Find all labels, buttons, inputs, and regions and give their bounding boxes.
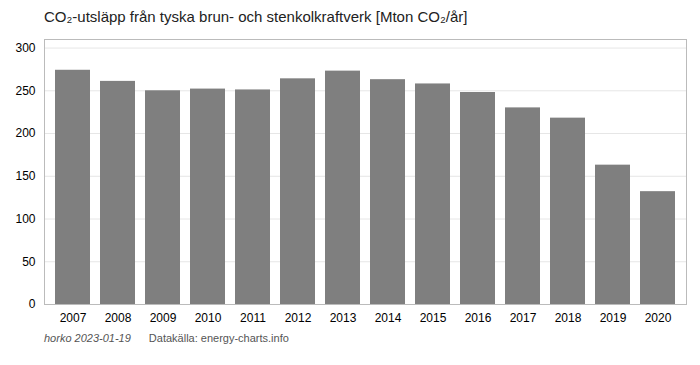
svg-text:300: 300	[15, 41, 35, 55]
svg-text:250: 250	[15, 84, 35, 98]
svg-text:2010: 2010	[195, 311, 222, 325]
svg-text:2011: 2011	[240, 311, 266, 325]
svg-text:200: 200	[15, 126, 35, 140]
html-text:horko 2023-01-19: horko 2023-01-19	[44, 332, 131, 344]
svg-text:0: 0	[29, 297, 36, 311]
svg-text:2012: 2012	[285, 311, 312, 325]
svg-text:50: 50	[22, 255, 36, 269]
svg-text:100: 100	[15, 212, 35, 226]
svg-text:2016: 2016	[465, 311, 492, 325]
svg-text:2007: 2007	[60, 311, 87, 325]
svg-text:2008: 2008	[105, 311, 132, 325]
svg-text:2020: 2020	[645, 311, 672, 325]
svg-text:2019: 2019	[600, 311, 627, 325]
svg-text:150: 150	[15, 169, 35, 183]
html-text:Datakälla: energy-charts.info: Datakälla: energy-charts.info	[148, 332, 289, 344]
svg-text:2014: 2014	[375, 311, 402, 325]
svg-text:2015: 2015	[420, 311, 447, 325]
svg-text:2009: 2009	[150, 311, 177, 325]
svg-text:2013: 2013	[330, 311, 357, 325]
svg-text:2017: 2017	[510, 311, 537, 325]
html-text:CO₂-utsläpp från tyska brun- o: CO₂-utsläpp från tyska brun- och stenkol…	[44, 8, 468, 25]
svg-text:2018: 2018	[555, 311, 582, 325]
